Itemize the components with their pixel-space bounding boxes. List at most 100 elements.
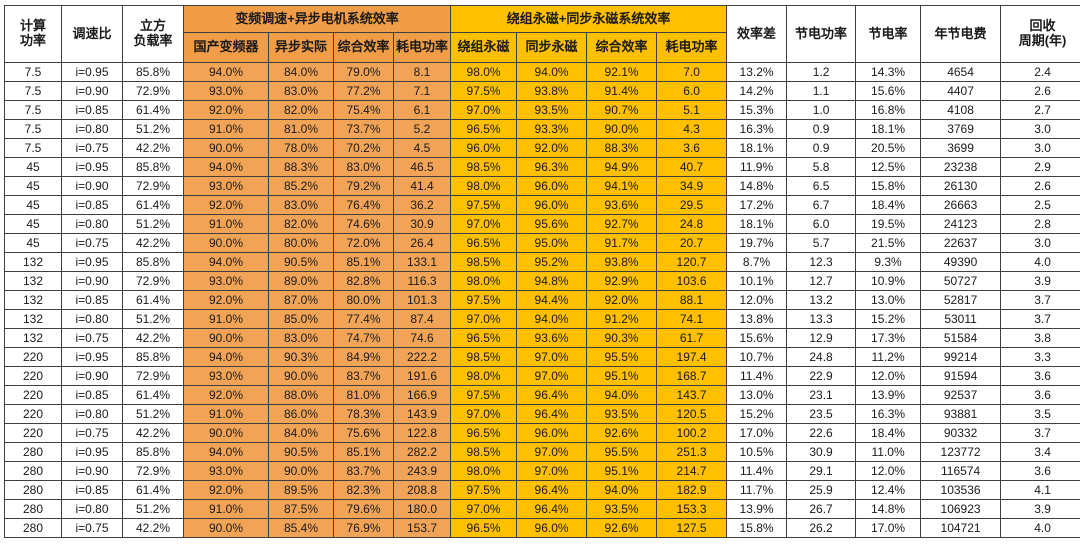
cell: 3769 <box>921 120 1001 139</box>
cell: 94.0% <box>517 310 587 329</box>
cell: 1.1 <box>787 82 856 101</box>
cell: 61.4% <box>123 196 184 215</box>
cell: 50727 <box>921 272 1001 291</box>
cell: 116574 <box>921 462 1001 481</box>
cell: 208.8 <box>394 481 451 500</box>
cell: 90.0% <box>184 139 269 158</box>
cell: 3.6 <box>1001 367 1080 386</box>
cell: i=0.75 <box>62 424 123 443</box>
cell: 12.3 <box>787 253 856 272</box>
cell: 95.5% <box>587 348 657 367</box>
cell: i=0.85 <box>62 101 123 120</box>
cell: 80.0% <box>334 291 394 310</box>
cell: 92.6% <box>587 519 657 538</box>
header-annual-saving: 年节电费 <box>921 6 1001 63</box>
cell: 45 <box>5 158 62 177</box>
cell: 91.0% <box>184 500 269 519</box>
cell: 132 <box>5 291 62 310</box>
cell: 166.9 <box>394 386 451 405</box>
cell: 24123 <box>921 215 1001 234</box>
cell: 84.0% <box>269 424 334 443</box>
header-group-vfd-async: 变频调速+异步电机系统效率 <box>184 6 451 33</box>
cell: 76.4% <box>334 196 394 215</box>
cell: 18.1% <box>856 120 921 139</box>
cell: 26.2 <box>787 519 856 538</box>
cell: 98.0% <box>451 272 517 291</box>
cell: 23.5 <box>787 405 856 424</box>
cell: 101.3 <box>394 291 451 310</box>
cell: 143.7 <box>657 386 727 405</box>
cell: 83.0% <box>269 329 334 348</box>
cell: 153.7 <box>394 519 451 538</box>
cell: 92537 <box>921 386 1001 405</box>
cell: 3.7 <box>1001 310 1080 329</box>
cell: 5.1 <box>657 101 727 120</box>
cell: 94.1% <box>587 177 657 196</box>
cell: 61.7 <box>657 329 727 348</box>
cell: 97.5% <box>451 386 517 405</box>
cell: 87.5% <box>269 500 334 519</box>
cell: 88.0% <box>269 386 334 405</box>
cell: 3.7 <box>1001 291 1080 310</box>
cell: 26663 <box>921 196 1001 215</box>
cell: 132 <box>5 272 62 291</box>
cell: 5.7 <box>787 234 856 253</box>
cell: 7.5 <box>5 82 62 101</box>
cell: 282.2 <box>394 443 451 462</box>
cell: 180.0 <box>394 500 451 519</box>
cell: 93.0% <box>184 177 269 196</box>
cell: 46.5 <box>394 158 451 177</box>
cell: 280 <box>5 519 62 538</box>
cell: 22.9 <box>787 367 856 386</box>
cell: 197.4 <box>657 348 727 367</box>
cell: 106923 <box>921 500 1001 519</box>
cell: 10.9% <box>856 272 921 291</box>
cell: 11.4% <box>727 462 787 481</box>
cell: 10.1% <box>727 272 787 291</box>
cell: 78.3% <box>334 405 394 424</box>
cell: 14.8% <box>727 177 787 196</box>
cell: 96.0% <box>451 139 517 158</box>
cell: 21.5% <box>856 234 921 253</box>
cell: 90.5% <box>269 253 334 272</box>
cell: 90.3% <box>587 329 657 348</box>
cell: 94.0% <box>587 386 657 405</box>
cell: 92.0% <box>184 481 269 500</box>
cell: 15.6% <box>727 329 787 348</box>
cell: 30.9 <box>787 443 856 462</box>
cell: 96.4% <box>517 481 587 500</box>
cell: 93.5% <box>587 405 657 424</box>
cell: 18.1% <box>727 139 787 158</box>
cell: 93.5% <box>517 101 587 120</box>
cell: 78.0% <box>269 139 334 158</box>
cell: 93.0% <box>184 367 269 386</box>
cell: 92.9% <box>587 272 657 291</box>
cell: 74.6% <box>334 215 394 234</box>
cell: 93.3% <box>517 120 587 139</box>
cell: 4108 <box>921 101 1001 120</box>
cell: 45 <box>5 234 62 253</box>
cell: 98.5% <box>451 348 517 367</box>
cell: i=0.80 <box>62 310 123 329</box>
cell: 14.3% <box>856 63 921 82</box>
cell: 2.6 <box>1001 82 1080 101</box>
cell: 94.9% <box>587 158 657 177</box>
cell: 97.0% <box>451 215 517 234</box>
cell: 79.0% <box>334 63 394 82</box>
cell: 96.3% <box>517 158 587 177</box>
cell: 120.7 <box>657 253 727 272</box>
cell: 220 <box>5 348 62 367</box>
cell: 143.9 <box>394 405 451 424</box>
cell: i=0.75 <box>62 139 123 158</box>
cell: 75.4% <box>334 101 394 120</box>
cell: 74.1 <box>657 310 727 329</box>
cell: 97.0% <box>451 405 517 424</box>
cell: 23238 <box>921 158 1001 177</box>
cell: i=0.95 <box>62 253 123 272</box>
cell: 24.8 <box>657 215 727 234</box>
cell: 15.8% <box>856 177 921 196</box>
